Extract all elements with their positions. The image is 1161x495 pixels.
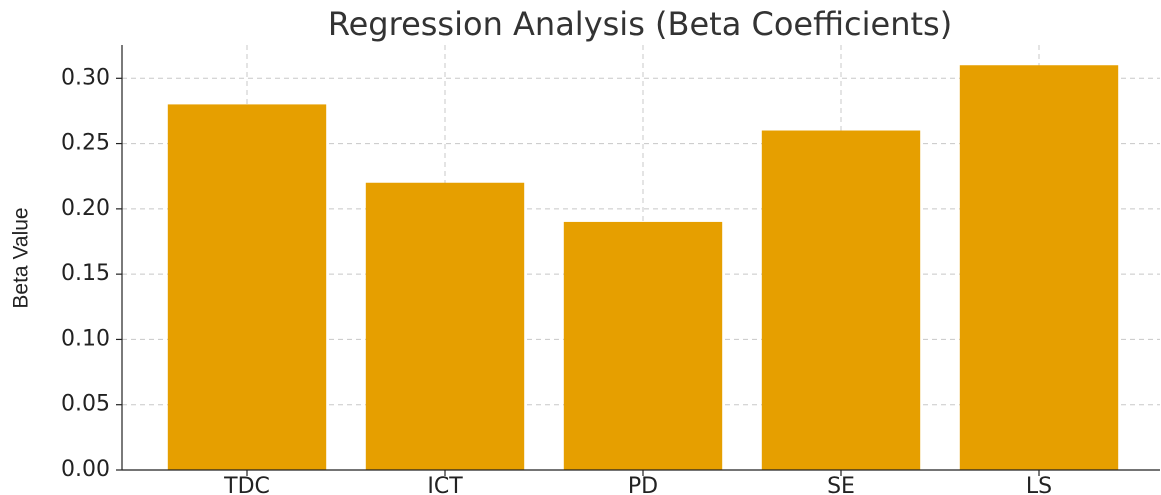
x-tick-label: LS: [1026, 474, 1052, 495]
y-tick-label: 0.00: [61, 457, 110, 482]
x-tick-label: SE: [827, 474, 855, 495]
x-tick-label: TDC: [223, 474, 270, 495]
y-tick-label: 0.30: [61, 65, 110, 90]
bar: [959, 65, 1119, 470]
bar: [563, 221, 723, 470]
y-tick-label: 0.15: [61, 261, 110, 286]
y-tick-label: 0.20: [61, 196, 110, 221]
x-tick-label: ICT: [427, 474, 463, 495]
y-tick-label: 0.05: [61, 392, 110, 417]
y-axis-label: Beta Value: [10, 207, 33, 308]
bar: [365, 182, 525, 470]
chart-title: Regression Analysis (Beta Coefficients): [328, 5, 952, 43]
y-tick-label: 0.10: [61, 326, 110, 351]
y-tick-label: 0.25: [61, 131, 110, 156]
x-tick-label: PD: [628, 474, 658, 495]
bar: [761, 130, 921, 470]
bar: [167, 104, 327, 470]
